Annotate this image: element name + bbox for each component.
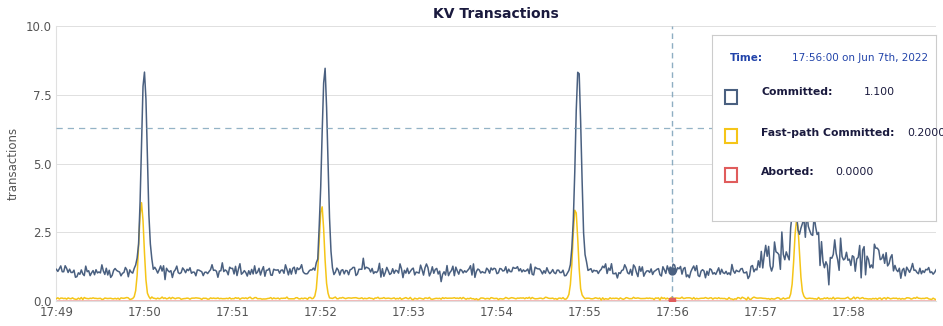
Text: Aborted:: Aborted: bbox=[761, 167, 815, 177]
Title: KV Transactions: KV Transactions bbox=[434, 7, 559, 21]
Text: Time:: Time: bbox=[730, 53, 763, 63]
Text: Fast-path Committed:: Fast-path Committed: bbox=[761, 128, 895, 138]
FancyBboxPatch shape bbox=[725, 90, 737, 104]
FancyBboxPatch shape bbox=[725, 129, 737, 143]
Text: 17:56:00 on Jun 7th, 2022: 17:56:00 on Jun 7th, 2022 bbox=[792, 53, 929, 63]
Text: 0.0000: 0.0000 bbox=[835, 167, 873, 177]
Text: Committed:: Committed: bbox=[761, 86, 833, 96]
FancyBboxPatch shape bbox=[725, 168, 737, 182]
Text: 0.2000: 0.2000 bbox=[907, 128, 943, 138]
Text: 1.100: 1.100 bbox=[865, 86, 896, 96]
Y-axis label: transactions: transactions bbox=[7, 127, 20, 200]
